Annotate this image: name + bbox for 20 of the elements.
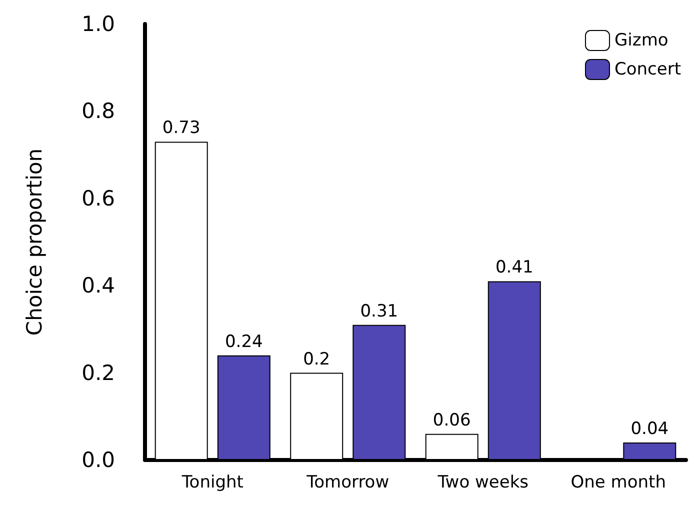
- legend-label: Concert: [614, 60, 682, 80]
- y-tick-label: 0.4: [82, 274, 115, 298]
- y-axis-title: Choice proportion: [22, 148, 46, 336]
- data-label: 0.31: [360, 301, 398, 322]
- x-tick-label: Two weeks: [436, 472, 529, 492]
- y-tick-label: 0.2: [82, 360, 115, 385]
- x-tick-label: Tomorrow: [306, 472, 390, 492]
- x-tick-label: Tonight: [180, 472, 244, 492]
- data-label: 0.2: [303, 349, 330, 370]
- legend-label: Gizmo: [614, 30, 668, 50]
- data-label: 0.06: [432, 410, 471, 430]
- data-label: 0.41: [495, 258, 534, 278]
- y-tick-label: 0.8: [82, 99, 115, 124]
- x-tick-label: One month: [570, 472, 666, 492]
- data-label: 0.73: [162, 118, 200, 138]
- y-tick-label: 0.6: [82, 186, 115, 210]
- data-label: 0.04: [630, 419, 669, 440]
- y-tick-label: 1.0: [82, 12, 115, 36]
- data-label: 0.24: [224, 332, 263, 352]
- y-tick-label: 0.0: [82, 448, 115, 472]
